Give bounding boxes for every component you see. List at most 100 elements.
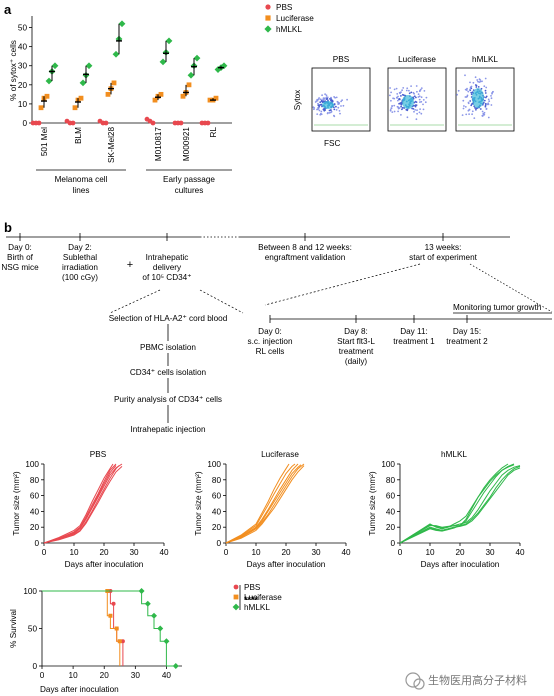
- growth-curve: [43, 465, 117, 544]
- x-tick-label: 30: [485, 548, 495, 557]
- scatter-legend: PBS Luciferase hMLKL: [264, 3, 314, 34]
- flow-event: [467, 101, 470, 104]
- flow-event: [490, 104, 493, 106]
- flow-event: [419, 88, 422, 91]
- flow-event: [418, 111, 421, 114]
- x-tick-label: 20: [455, 548, 465, 557]
- flow-event: [419, 101, 421, 103]
- data-point: [85, 62, 93, 70]
- flow-event: [337, 106, 340, 109]
- data-point: [44, 93, 50, 99]
- flow-plot-frame: [387, 67, 447, 132]
- x-tick-label: 0: [40, 671, 45, 680]
- x-axis-label: Days after inoculation: [40, 685, 119, 694]
- flow-event: [393, 88, 396, 91]
- flow-event: [417, 93, 420, 96]
- flow-event: [483, 85, 486, 88]
- flow-event: [481, 80, 483, 83]
- flow-event: [342, 104, 345, 107]
- flow-event: [402, 87, 405, 89]
- flow-event: [318, 105, 321, 108]
- flow-event: [413, 110, 415, 113]
- flow-event: [410, 91, 413, 94]
- flow-event: [391, 111, 394, 113]
- timeline-event-text: Intrahepatic: [146, 253, 189, 262]
- flow-event: [331, 99, 334, 102]
- y-tick-label: 0: [390, 539, 395, 548]
- category-label: SK-Mel28: [107, 127, 116, 163]
- flow-event: [335, 105, 337, 108]
- panel-a-letter: a: [4, 2, 12, 17]
- flow-event: [479, 80, 482, 83]
- experiment-event-text: Day 8:: [344, 327, 368, 336]
- zoom-line: [264, 263, 421, 306]
- data-point: [178, 120, 184, 126]
- x-tick-label: 0: [398, 548, 403, 557]
- y-tick-label: 60: [212, 492, 222, 501]
- data-point: [105, 91, 111, 97]
- flow-event: [389, 94, 391, 97]
- flow-event: [333, 108, 336, 111]
- flow-event: [471, 113, 473, 116]
- flow-event: [412, 91, 415, 94]
- flow-event: [401, 106, 404, 109]
- flow-event: [418, 98, 421, 101]
- y-axis-label: Tumor size (mm²): [194, 471, 203, 536]
- flow-event: [391, 105, 393, 108]
- flow-event: [485, 95, 488, 98]
- flow-event: [398, 102, 400, 105]
- flow-event: [390, 99, 392, 102]
- flow-event: [401, 108, 403, 111]
- survival-marker: [108, 613, 113, 618]
- timeline-event-text: Day 2:: [68, 243, 92, 252]
- flow-title: Luciferase: [398, 55, 436, 64]
- flow-event: [483, 99, 486, 102]
- y-tick-label: 100: [23, 587, 37, 596]
- flow-event: [468, 108, 471, 111]
- flow-event: [465, 113, 468, 116]
- y-tick-label: 80: [386, 476, 396, 485]
- data-point: [111, 80, 117, 86]
- flow-event: [413, 95, 416, 98]
- flow-event: [464, 74, 466, 77]
- flow-event: [475, 108, 477, 111]
- flow-event: [405, 108, 408, 111]
- flow-event: [398, 98, 401, 100]
- x-tick-label: 30: [131, 671, 141, 680]
- y-tick-label: 60: [30, 492, 40, 501]
- x-axis-label: Days after inoculation: [421, 560, 500, 569]
- y-tick-label: 40: [18, 43, 28, 52]
- flow-event: [415, 96, 417, 99]
- category-label: M010817: [154, 127, 163, 162]
- flow-event: [321, 94, 323, 97]
- flow-event: [469, 81, 471, 84]
- flow-event: [330, 99, 332, 102]
- survival-marker: [172, 663, 179, 669]
- flow-event: [330, 96, 332, 99]
- flow-plot-frame: [455, 67, 515, 132]
- x-axis-label: Days after inoculation: [65, 560, 144, 569]
- flow-event: [422, 99, 425, 101]
- y-tick-label: 20: [386, 523, 396, 532]
- flow-event: [475, 107, 477, 110]
- y-tick-label: 40: [386, 507, 396, 516]
- flow-event: [469, 88, 471, 91]
- growth-title: PBS: [90, 450, 107, 459]
- experiment-event-text: s.c. injection: [247, 337, 292, 346]
- growth-curve: [225, 463, 296, 544]
- data-point: [213, 95, 219, 101]
- data-point: [45, 77, 53, 85]
- flow-event: [484, 92, 487, 94]
- watermark-text: 生物医用高分子材料: [428, 673, 527, 687]
- x-tick-label: 20: [100, 671, 110, 680]
- group-label: Early passage: [163, 175, 215, 184]
- x-tick-label: 10: [425, 548, 435, 557]
- flow-event: [328, 112, 331, 114]
- flow-event: [324, 93, 326, 96]
- timeline-event-text: Day 0:: [8, 243, 32, 252]
- flow-event: [328, 109, 331, 112]
- flow-event: [477, 80, 479, 83]
- flow-event: [481, 110, 484, 113]
- timeline-event-text: engraftment validation: [265, 253, 346, 262]
